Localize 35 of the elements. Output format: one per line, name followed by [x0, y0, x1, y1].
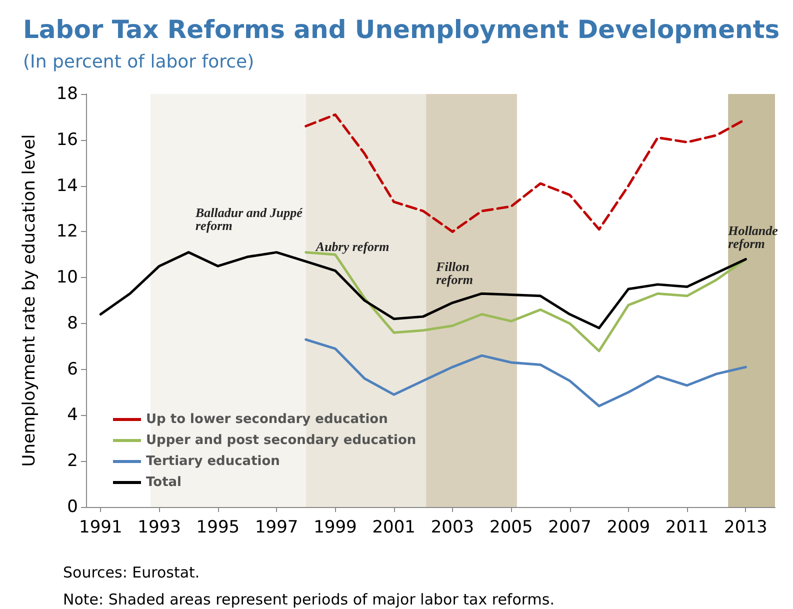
x-tick-label: 2003	[430, 518, 474, 538]
legend-label: Tertiary education	[146, 454, 280, 469]
legend-label: Total	[146, 475, 182, 490]
band-label: Fillon reform	[435, 259, 473, 287]
y-tick-label: 8	[67, 313, 78, 334]
x-tick-label: 1991	[79, 518, 122, 538]
text: Note: Shaded areas represent periods of major labor tax reforms.	[63, 590, 554, 608]
x-tick-label: 2001	[372, 518, 416, 538]
y-tick-label: 16	[56, 130, 78, 150]
y-tick-label: 4	[67, 405, 78, 426]
y-tick-label: 6	[67, 359, 78, 380]
source-note: Sources: Eurostat.	[63, 564, 200, 582]
x-tick-label: 2013	[724, 518, 768, 538]
chart-title: Labor Tax Reforms and Unemployment Developments	[23, 15, 780, 44]
chart-subtitle: (In percent of labor force)	[23, 52, 254, 72]
line-series	[304, 338, 747, 408]
y-axis-title: Unemployment rate by education level	[20, 134, 40, 467]
y-tick-label: 10	[56, 268, 78, 288]
x-tick-label: 2011	[665, 518, 709, 538]
x-tick-label: 2005	[489, 518, 533, 538]
x-tick-label: 1995	[196, 518, 240, 538]
x-tick-label: 1997	[254, 518, 298, 538]
band-label: Balladur and Juppé reform	[194, 205, 304, 233]
y-tick-label: 12	[56, 222, 78, 242]
y-tick-label: 14	[56, 176, 78, 196]
x-tick-label: 1993	[138, 518, 181, 538]
x-tick-label: 2009	[606, 518, 650, 538]
y-tick-label: 18	[56, 84, 78, 104]
x-tick-label: 1999	[314, 518, 357, 538]
y-tick-label: 2	[67, 451, 78, 472]
x-tick-label: 2007	[548, 518, 592, 538]
band-label: Aubry reform	[314, 239, 390, 254]
legend-label: Up to lower secondary education	[146, 412, 388, 427]
legend-label: Upper and post secondary education	[146, 433, 416, 448]
y-tick-label: 0	[67, 497, 78, 517]
